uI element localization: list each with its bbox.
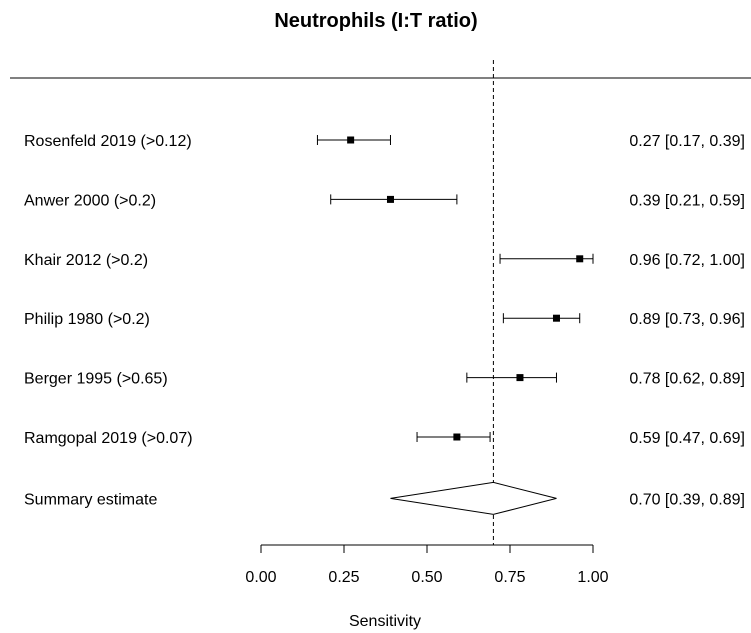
point-estimate <box>552 314 560 322</box>
study-row: Rosenfeld 2019 (>0.12) 0.27 [0.17, 0.39] <box>24 133 745 150</box>
ci-text: 0.78 [0.62, 0.89] <box>629 371 745 388</box>
study-row: Khair 2012 (>0.2) 0.96 [0.72, 1.00] <box>24 252 745 269</box>
x-axis: 0.00 0.25 0.50 0.75 1.00 <box>245 544 609 586</box>
summary-row: Summary estimate 0.70 [0.39, 0.89] <box>24 481 745 515</box>
point-estimate <box>453 433 461 441</box>
tick-label: 0.50 <box>411 569 442 586</box>
summary-label: Summary estimate <box>24 491 157 508</box>
tick-label: 0.25 <box>328 569 359 586</box>
study-label: Rosenfeld 2019 (>0.12) <box>24 133 192 150</box>
ci-text: 0.39 [0.21, 0.59] <box>629 192 745 209</box>
study-row: Philip 1980 (>0.2) 0.89 [0.73, 0.96] <box>24 311 745 328</box>
ci-text: 0.96 [0.72, 1.00] <box>629 252 745 269</box>
study-label: Philip 1980 (>0.2) <box>24 311 150 328</box>
study-label: Anwer 2000 (>0.2) <box>24 192 156 209</box>
study-row: Ramgopal 2019 (>0.07) 0.59 [0.47, 0.69] <box>24 430 745 447</box>
study-label: Ramgopal 2019 (>0.07) <box>24 430 193 447</box>
point-estimate <box>576 255 584 263</box>
study-rows: Rosenfeld 2019 (>0.12) 0.27 [0.17, 0.39] A… <box>24 133 745 447</box>
chart-title: Neutrophils (I:T ratio) <box>274 10 477 32</box>
study-label: Berger 1995 (>0.65) <box>24 371 168 388</box>
study-label: Khair 2012 (>0.2) <box>24 252 148 269</box>
summary-diamond <box>390 481 557 515</box>
tick-label: 0.75 <box>494 569 525 586</box>
ci-text: 0.89 [0.73, 0.96] <box>629 311 745 328</box>
x-axis-label: Sensitivity <box>349 613 421 630</box>
study-row: Anwer 2000 (>0.2) 0.39 [0.21, 0.59] <box>24 192 745 209</box>
point-estimate <box>386 195 394 203</box>
point-estimate <box>516 374 524 382</box>
study-row: Berger 1995 (>0.65) 0.78 [0.62, 0.89] <box>24 371 745 388</box>
ci-text: 0.59 [0.47, 0.69] <box>629 430 745 447</box>
point-estimate <box>347 136 355 144</box>
tick-label: 1.00 <box>577 569 608 586</box>
ci-text: 0.27 [0.17, 0.39] <box>629 133 745 150</box>
summary-ci-text: 0.70 [0.39, 0.89] <box>629 491 745 508</box>
tick-label: 0.00 <box>245 569 276 586</box>
